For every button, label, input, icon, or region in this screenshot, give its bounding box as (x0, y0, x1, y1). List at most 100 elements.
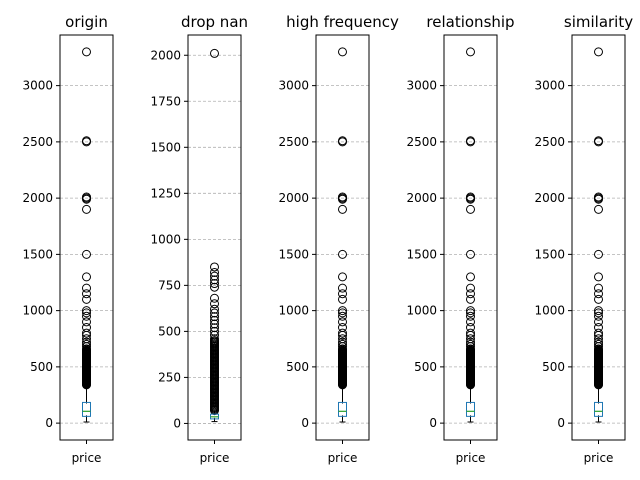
outlier-point (338, 136, 347, 146)
outlier-point (210, 323, 219, 333)
outlier-point (466, 47, 475, 57)
outlier-point (594, 192, 603, 202)
outlier-point (338, 337, 347, 347)
outlier-point (338, 342, 347, 352)
outlier-point (338, 194, 347, 204)
outlier-point (210, 262, 219, 272)
outlier-point (466, 306, 475, 316)
y-tick-label: 2500 (534, 135, 565, 149)
outlier-point (594, 330, 603, 340)
outlier-point (82, 328, 91, 338)
box (594, 401, 603, 417)
y-tick-label: 2000 (22, 191, 53, 205)
outlier-point (594, 337, 603, 347)
y-tick-label: 1000 (406, 304, 437, 318)
outlier-point (210, 48, 219, 58)
y-tick-label: 2000 (278, 191, 309, 205)
y-tick-label: 500 (30, 360, 53, 374)
y-tick-label: 1500 (534, 247, 565, 261)
outlier-point (82, 194, 91, 204)
outlier-point (210, 315, 219, 325)
outlier-point (594, 204, 603, 214)
y-tick-label: 3000 (406, 79, 437, 93)
outlier-point (82, 294, 91, 304)
outlier-point (338, 344, 347, 354)
outlier-point (466, 337, 475, 347)
y-tick-label: 500 (286, 360, 309, 374)
outlier-point (338, 283, 347, 293)
x-tick-label: price (584, 451, 614, 465)
outlier-point (594, 317, 603, 327)
subplot-3: 0 500 1000 1500 2000 2500 3000 price relationshi… (406, 13, 514, 465)
y-tick-label: 1500 (278, 247, 309, 261)
y-tick-label: 1500 (150, 140, 181, 154)
y-tick-label: 0 (173, 416, 181, 430)
outlier-point (466, 308, 475, 318)
outlier-point (594, 136, 603, 146)
y-tick-label: 0 (429, 416, 437, 430)
outlier-point (338, 306, 347, 316)
outlier-point (594, 344, 603, 354)
outlier-point (82, 337, 91, 347)
outlier-point (82, 249, 91, 259)
y-tick-label: 2500 (22, 135, 53, 149)
outlier-point (594, 283, 603, 293)
outlier-point (338, 328, 347, 338)
x-tick-label: price (456, 451, 486, 465)
outlier-point (210, 293, 219, 303)
outlier-point (82, 344, 91, 354)
outlier-point (338, 192, 347, 202)
outlier-point (338, 289, 347, 299)
outlier-point (594, 294, 603, 304)
outlier-point (594, 249, 603, 259)
outlier-point (594, 308, 603, 318)
outlier-point (210, 312, 219, 322)
y-tick-label: 500 (414, 360, 437, 374)
outlier-point (594, 272, 603, 282)
outlier-point (210, 334, 219, 344)
outlier-point (338, 204, 347, 214)
outlier-point (338, 317, 347, 327)
y-tick-label: 2500 (406, 135, 437, 149)
y-tick-label: 2500 (278, 135, 309, 149)
outlier-point (82, 330, 91, 340)
outlier-point (466, 192, 475, 202)
outlier-point (82, 306, 91, 316)
outlier-point (466, 328, 475, 338)
outlier-point (338, 294, 347, 304)
outlier-point (466, 311, 475, 321)
subplot-title: relationship (426, 13, 514, 31)
outlier-point (594, 306, 603, 316)
outlier-point (594, 342, 603, 352)
outlier-point (466, 249, 475, 259)
y-tick-label: 2000 (150, 48, 181, 62)
outlier-point (82, 308, 91, 318)
outlier-point (466, 204, 475, 214)
outlier-point (466, 283, 475, 293)
outlier-point (338, 311, 347, 321)
y-tick-label: 750 (158, 278, 181, 292)
outlier-point (210, 304, 219, 314)
outlier-point (594, 289, 603, 299)
y-tick-label: 3000 (534, 79, 565, 93)
outlier-point (210, 282, 219, 292)
outlier-point (466, 294, 475, 304)
outlier-point (82, 289, 91, 299)
outlier-point (466, 289, 475, 299)
subplot-title: similarity (564, 13, 633, 31)
y-tick-label: 1000 (150, 232, 181, 246)
subplot-title: origin (65, 13, 108, 31)
outlier-point (338, 330, 347, 340)
outlier-point (82, 136, 91, 146)
y-tick-label: 2000 (534, 191, 565, 205)
subplot-2: 0 500 1000 1500 2000 2500 3000 price high freque… (278, 13, 399, 465)
outlier-point (466, 344, 475, 354)
outlier-point (82, 339, 91, 349)
outlier-point (466, 136, 475, 146)
x-tick-label: price (72, 451, 102, 465)
y-tick-label: 0 (45, 416, 53, 430)
y-tick-label: 3000 (278, 79, 309, 93)
outlier-point (210, 271, 219, 281)
box (466, 401, 475, 417)
outlier-point (594, 194, 603, 204)
